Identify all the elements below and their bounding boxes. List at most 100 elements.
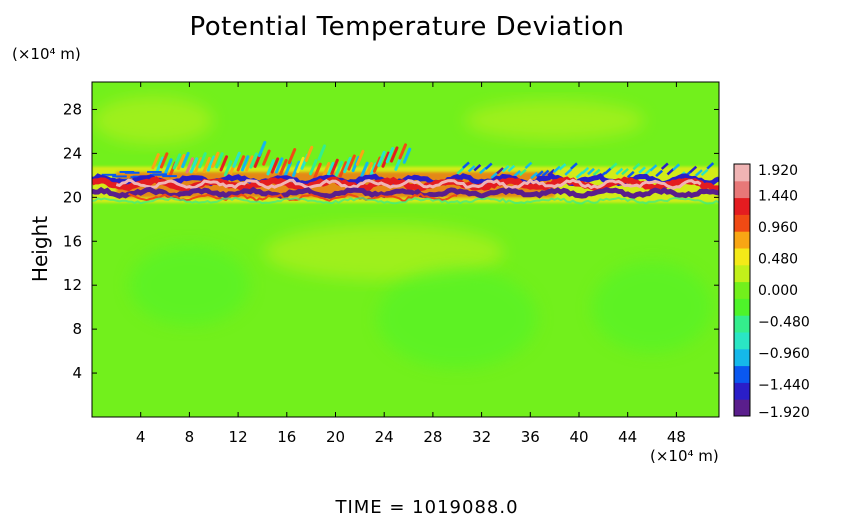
colorbar-tick-label: −0.480: [758, 315, 810, 331]
wave-crest: [518, 168, 527, 177]
y-tick-label: 28: [63, 100, 82, 118]
wave-crest: [287, 148, 297, 165]
wave-crest: [398, 143, 407, 160]
wave-crest: [389, 146, 399, 163]
wave-crest: [321, 161, 331, 179]
wave-crest: [473, 163, 482, 172]
colorbar-segment: [734, 214, 750, 232]
colorbar-segment: [734, 164, 750, 182]
warm-layer-core: [115, 178, 702, 190]
wave-crest: [279, 158, 288, 176]
field-patch: [264, 224, 505, 281]
wave-crest: [164, 158, 173, 175]
wave-crest: [198, 152, 207, 169]
cool-lower-fringe: [92, 196, 719, 205]
wave-crest: [159, 152, 169, 169]
x-tick-label: 28: [423, 428, 442, 446]
wave-crest: [313, 162, 322, 179]
wave-crest: [552, 165, 561, 174]
colorbar-tick-label: 1.440: [758, 189, 798, 205]
x-axis-unit: (×10⁴ m): [650, 447, 719, 465]
x-tick-label: 48: [667, 428, 686, 446]
colorbar-segment: [734, 332, 750, 350]
x-tick-label: 8: [185, 428, 195, 446]
colorbar-segment: [734, 348, 750, 367]
wave-crest: [193, 157, 203, 174]
wave-crest: [176, 153, 186, 171]
wave-crest: [706, 162, 715, 170]
field-patch: [464, 100, 645, 141]
wave-crest: [309, 159, 318, 176]
plot-frame: [91, 81, 720, 418]
wave-crest: [456, 167, 465, 175]
wave-crest: [535, 170, 544, 178]
wave-crest: [189, 157, 199, 174]
wave-crest: [291, 160, 301, 177]
wave-crest: [541, 169, 550, 178]
wave-crest: [666, 168, 675, 176]
colorbar-segment: [734, 281, 750, 299]
chart-title: Potential Temperature Deviation: [189, 12, 625, 42]
wave-crest: [245, 155, 254, 172]
wave-crest: [609, 162, 618, 170]
wave-crest: [377, 150, 386, 167]
field-patch: [592, 262, 713, 353]
x-tick-label: 4: [136, 428, 146, 446]
colorbar-tick-label: 0.000: [758, 283, 798, 299]
wave-crest: [501, 164, 510, 173]
colorbar-segment: [734, 248, 750, 266]
y-tick-label: 4: [72, 364, 82, 382]
colorbar-tick-label: −1.440: [758, 378, 810, 394]
wave-crest: [592, 168, 601, 176]
wave-crest: [355, 149, 365, 166]
wave-crest: [484, 162, 493, 170]
y-tick-label: 20: [63, 188, 82, 206]
x-tick-label: 20: [326, 428, 345, 446]
wave-crest: [575, 171, 584, 179]
wave-crest: [206, 155, 216, 172]
x-tick-label: 24: [375, 428, 394, 446]
wave-crest: [496, 167, 504, 175]
wave-crest: [223, 160, 233, 177]
wave-crest: [547, 168, 556, 177]
wave-crest: [490, 171, 499, 180]
wave-crest: [155, 156, 165, 173]
wave-crest: [274, 157, 284, 174]
y-tick-label: 24: [63, 144, 82, 162]
wave-crest: [202, 156, 211, 174]
colorbar-segment: [734, 180, 750, 199]
colorbar-segment: [734, 315, 750, 333]
wave-crest: [296, 156, 305, 174]
field-patch: [129, 245, 250, 326]
wave-crest: [240, 155, 250, 172]
wave-crest: [219, 155, 229, 172]
wave-crest: [558, 163, 567, 171]
colorbar-frame: [733, 163, 751, 417]
wave-crest: [185, 157, 194, 174]
y-tick-label: 12: [63, 276, 82, 294]
colorbar-tick-label: −1.920: [758, 405, 810, 421]
wave-crest: [660, 162, 669, 170]
wave-crest: [689, 165, 698, 174]
wave-crest: [283, 161, 292, 178]
wave-crest: [638, 166, 646, 174]
colorbar-segment: [734, 382, 750, 400]
wave-crest: [655, 169, 664, 178]
colorbar-segment: [734, 399, 750, 417]
wave-crest: [695, 169, 703, 177]
colorbar-segment: [734, 264, 750, 283]
wave-crest: [334, 160, 344, 177]
field-patch: [377, 268, 538, 369]
x-tick-label: 44: [618, 428, 637, 446]
wave-crest: [317, 144, 327, 161]
wave-crest: [672, 163, 681, 171]
wave-crest: [621, 167, 629, 176]
wave-crest: [151, 153, 160, 170]
wave-crest: [564, 168, 573, 176]
wave-crest: [338, 161, 348, 178]
wave-crest: [513, 170, 521, 178]
wave-crest: [257, 140, 267, 158]
wave-crest: [172, 153, 182, 170]
wave-crest: [232, 151, 241, 168]
